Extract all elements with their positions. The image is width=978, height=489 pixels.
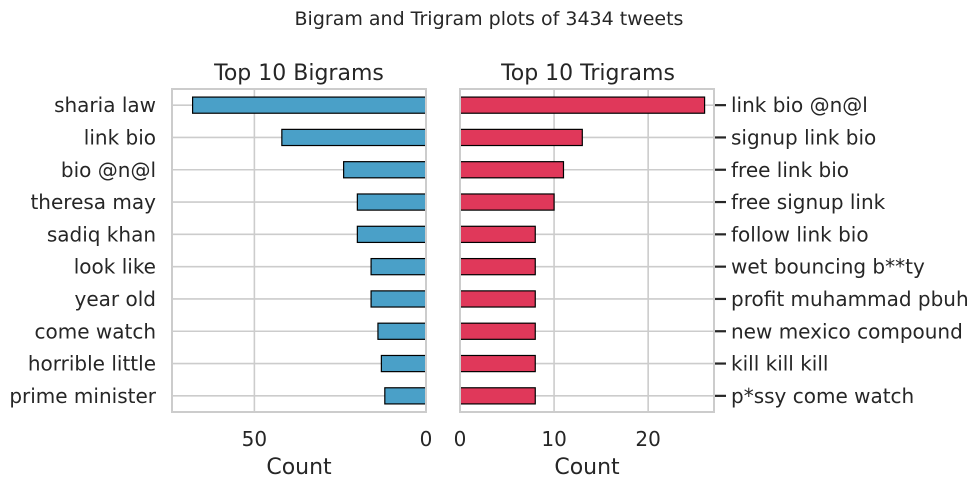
category-label: sadiq khan	[47, 222, 156, 246]
category-label: bio @n@l	[61, 158, 156, 182]
bigram-x-axis-label: Count	[266, 455, 332, 480]
category-label: prime minister	[9, 384, 156, 408]
category-label: year old	[75, 287, 156, 311]
bar	[191, 96, 427, 114]
bar	[343, 161, 427, 179]
bar	[356, 193, 427, 211]
trigram-chart-title: Top 10 Trigrams	[500, 61, 675, 86]
trigram-x-axis-label: Count	[554, 455, 620, 480]
bigram-x-ticks: 50 0	[242, 427, 433, 451]
trigram-panel: Top 10 Trigrams link bio @n@l signup link…	[454, 61, 969, 480]
x-tick-label: 50	[242, 427, 267, 451]
bigram-bars	[191, 96, 427, 405]
figure-suptitle: Bigram and Trigram plots of 3434 tweets	[295, 8, 684, 30]
x-tick-label: 20	[635, 427, 660, 451]
bar	[459, 322, 536, 340]
category-label: look like	[74, 255, 156, 279]
category-label: link bio	[84, 125, 156, 149]
category-label: profit muhammad pbuh	[731, 287, 969, 311]
bar	[459, 225, 536, 244]
category-label: free link bio	[731, 158, 849, 182]
x-tick-label: 10	[541, 427, 566, 451]
bar	[459, 193, 555, 211]
category-label: theresa may	[30, 190, 156, 214]
trigram-bars	[459, 96, 706, 405]
bar	[370, 257, 427, 276]
category-label: link bio @n@l	[731, 93, 868, 117]
category-label: p*ssy come watch	[731, 384, 914, 408]
bar	[459, 128, 583, 147]
category-label: free signup link	[731, 190, 886, 214]
bar	[459, 96, 706, 114]
trigram-x-ticks: 0 10 20	[454, 427, 661, 451]
bar	[459, 387, 536, 405]
category-label: wet bouncing b**ty	[731, 255, 925, 279]
bar	[377, 322, 427, 340]
category-label: come watch	[34, 319, 156, 343]
x-tick-label: 0	[420, 427, 433, 451]
category-label: kill kill kill	[731, 352, 828, 376]
category-label: signup link bio	[731, 125, 876, 149]
category-label: follow link bio	[731, 222, 869, 246]
bigram-chart-title: Top 10 Bigrams	[213, 61, 384, 86]
bigram-plot-frame	[171, 88, 427, 413]
bar	[459, 354, 536, 373]
trigram-category-labels: link bio @n@l signup link bio free link bi…	[715, 93, 969, 408]
bar	[459, 161, 565, 179]
category-label: sharia law	[54, 93, 156, 117]
bigram-panel: Top 10 Bigrams sharia law link bio bio @n@…	[9, 61, 432, 480]
bar	[384, 387, 427, 405]
bar	[459, 257, 536, 276]
x-tick-label: 0	[454, 427, 467, 451]
bar	[370, 290, 427, 308]
bar	[380, 354, 427, 373]
bigram-category-labels: sharia law link bio bio @n@l theresa may sad…	[9, 93, 156, 408]
bar	[459, 290, 536, 308]
category-label: horrible little	[28, 352, 156, 376]
bar	[356, 225, 427, 244]
trigram-plot-frame	[459, 88, 715, 413]
category-label: new mexico compound	[731, 319, 963, 343]
bar	[281, 128, 427, 147]
